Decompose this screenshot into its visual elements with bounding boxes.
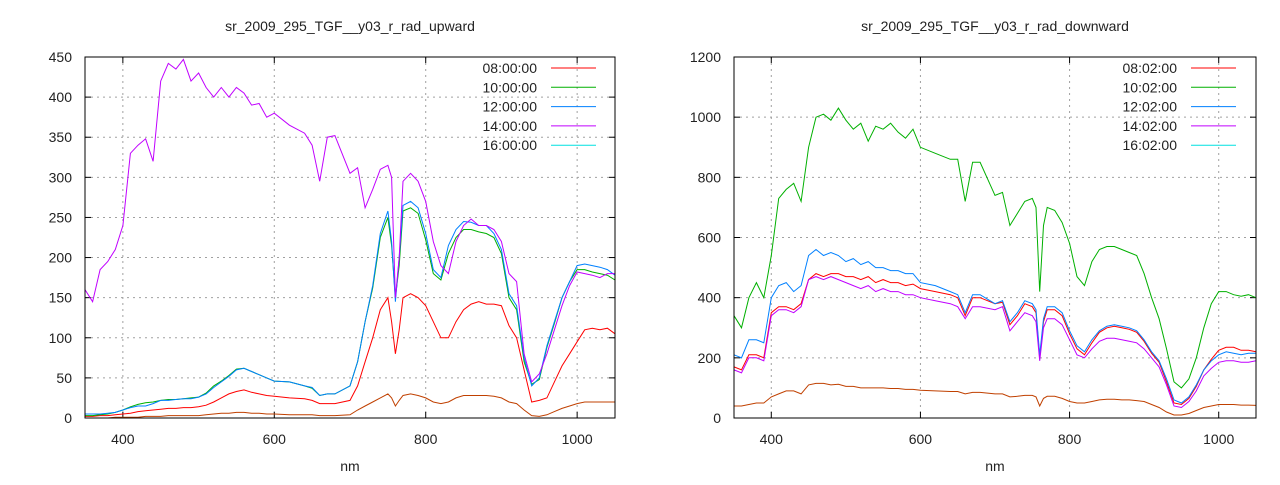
x-axis-label: nm [985,458,1004,474]
y-tick-label: 1000 [690,109,721,125]
plot-frame [84,56,616,419]
series-line-unlabeled [85,393,615,419]
legend-label: 12:02:00 [1123,99,1178,115]
series-line-14-02-00 [733,276,1257,409]
y-tick-label: 0 [713,410,721,426]
legend-label: 16:02:00 [1123,137,1178,153]
plot-downward: 0 200 400 600 800 1000 1200 400 600 800 1000 08:02:… [690,18,1257,474]
chart-title: sr_2009_295_TGF__y03_r_rad_downward [861,18,1129,34]
legend-label: 10:02:00 [1123,79,1178,95]
y-tick-label: 150 [49,290,73,306]
series-line-unlabeled [734,382,1257,416]
y-tick-label: 50 [56,370,72,386]
x-tick-label: 400 [111,431,135,447]
legend-label: 08:02:00 [1123,60,1178,76]
series-line-10-02-00 [733,107,1257,389]
y-tick-label: 300 [49,169,73,185]
y-tick-label: 600 [698,230,722,246]
y-tick-label: 1200 [690,49,721,65]
legend-label: 10:00:00 [483,79,538,95]
x-axis-label: nm [340,458,359,474]
y-tick-label: 200 [698,350,722,366]
x-tick-label: 600 [909,431,933,447]
y-tick-label: 200 [49,250,73,266]
y-tick-label: 100 [49,330,73,346]
plot-frame [733,56,1257,419]
series-line-08-02-00 [733,273,1257,406]
series-line-12-02-00 [733,248,1256,404]
x-tick-label: 800 [1058,431,1082,447]
x-tick-label: 800 [414,431,438,447]
x-tick-label: 1000 [1203,431,1234,447]
y-tick-label: 400 [698,290,722,306]
legend-label: 16:00:00 [483,137,538,153]
x-tick-label: 600 [263,431,287,447]
y-tick-label: 250 [49,209,73,225]
x-tick-label: 1000 [562,431,593,447]
x-tick-label: 400 [760,431,784,447]
legend-label: 08:00:00 [483,60,538,76]
y-tick-label: 400 [49,89,73,105]
y-tick-label: 350 [49,129,73,145]
legend-label: 14:00:00 [483,118,538,134]
y-tick-label: 450 [49,49,73,65]
plot-upward: 0 50 100 150 200 250 300 350 400 450 400 600 800 1000… [49,18,616,474]
y-tick-label: 800 [698,169,722,185]
y-tick-label: 0 [64,410,72,426]
legend-label: 14:02:00 [1123,118,1178,134]
legend-label: 12:00:00 [483,99,538,115]
series-line-14-00-00 [84,58,615,383]
series-line-08-00-00 [85,293,616,417]
chart-title: sr_2009_295_TGF__y03_r_rad_upward [225,18,475,34]
series-line-12-00-00 [85,200,616,415]
